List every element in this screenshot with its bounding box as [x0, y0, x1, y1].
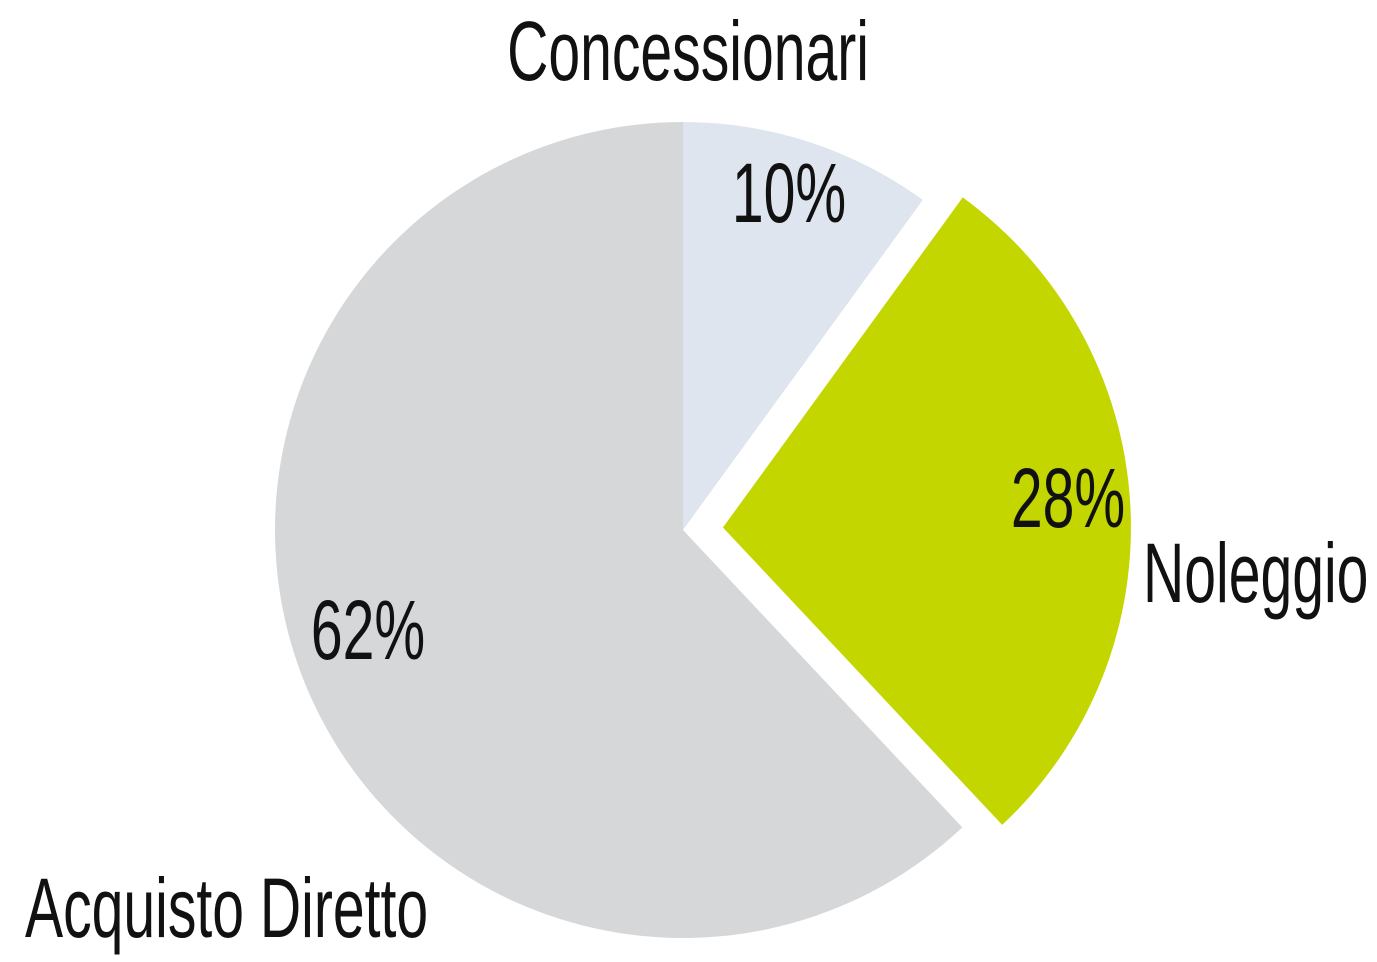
category-label: Acquisto Diretto — [25, 862, 428, 956]
category-label: Concessionari — [507, 5, 869, 99]
value-label: 28% — [1011, 452, 1125, 546]
pie-slice — [683, 122, 923, 530]
pie-slice — [722, 197, 1131, 825]
value-label: 10% — [732, 147, 846, 241]
value-label: 62% — [311, 584, 425, 678]
category-label: Noleggio — [1143, 527, 1368, 621]
pie-slice — [275, 122, 963, 938]
